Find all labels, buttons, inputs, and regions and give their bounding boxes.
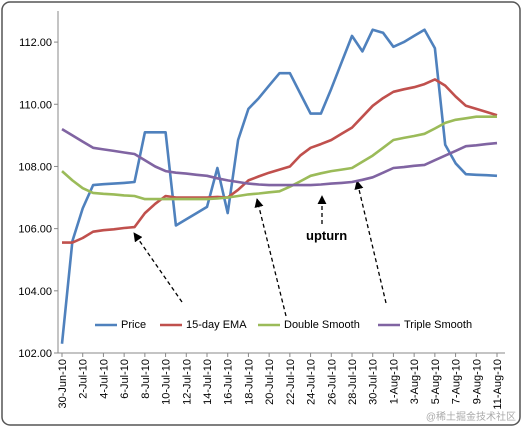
y-tick-label: 108.00 (18, 161, 52, 173)
x-tick-label: 30-Jul-10 (368, 359, 380, 405)
x-tick-label: 7-Aug-10 (451, 359, 463, 404)
y-tick-label: 106.00 (18, 224, 52, 236)
y-tick-label: 110.00 (19, 99, 52, 111)
x-tick-label: 6-Jul-10 (119, 359, 131, 399)
series-line (61, 115, 497, 201)
x-tick-label: 3-Aug-10 (409, 359, 421, 404)
watermark: @稀土掘金技术社区 (426, 410, 516, 423)
y-tick-label: 112.00 (19, 37, 52, 49)
legend-label: Double Smooth (284, 319, 360, 331)
x-tick-label: 9-Aug-10 (471, 359, 483, 404)
x-tick-label: 24-Jul-10 (306, 359, 318, 405)
x-tick-label: 16-Jul-10 (223, 359, 235, 405)
series-line (61, 127, 498, 187)
legend-label: Triple Smooth (404, 319, 472, 331)
x-tick-label: 5-Aug-10 (430, 359, 442, 404)
x-tick-label: 20-Jul-10 (264, 359, 276, 405)
legend-label: Price (121, 319, 146, 331)
x-tick-label: 12-Jul-10 (181, 359, 193, 405)
arrow (133, 232, 183, 303)
x-tick-label: 26-Jul-10 (326, 359, 338, 405)
series-line (60, 28, 498, 344)
x-tick-label: 8-Jul-10 (140, 359, 152, 399)
x-tick-label: 18-Jul-10 (243, 359, 255, 405)
x-tick-label: 14-Jul-10 (202, 359, 214, 405)
x-tick-label: 1-Aug-10 (388, 359, 400, 404)
x-tick-label: 30-Jun-10 (57, 359, 69, 409)
x-tick-label: 4-Jul-10 (98, 359, 110, 399)
series-line (62, 78, 498, 244)
x-tick-label: 2-Jul-10 (78, 359, 90, 399)
x-tick-label: 28-Jul-10 (347, 359, 359, 405)
arrow (254, 198, 287, 317)
legend-label: 15-day EMA (186, 319, 247, 331)
arrows (133, 180, 387, 317)
x-tick-label: 11-Aug-10 (492, 359, 504, 410)
x-tick-label: 10-Jul-10 (161, 359, 173, 405)
annotation: upturn (306, 228, 347, 243)
y-tick-label: 104.00 (18, 286, 52, 298)
x-tick-label: 22-Jul-10 (285, 359, 297, 405)
y-tick-label: 102.00 (18, 348, 52, 360)
